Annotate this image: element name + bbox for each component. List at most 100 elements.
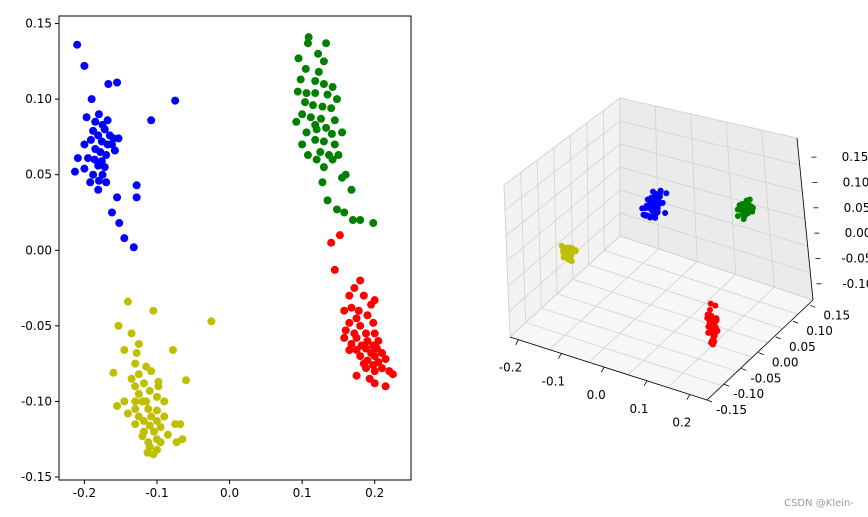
scatter-3d-point xyxy=(640,211,647,218)
x-tick-mark xyxy=(515,339,519,345)
scatter-point xyxy=(134,389,143,398)
scatter-point xyxy=(91,117,100,126)
x-tick-label: 0.2 xyxy=(672,416,691,430)
y-tick-label: 0.05 xyxy=(789,340,816,354)
scatter-3d-point xyxy=(708,319,715,326)
y-tick-label: 0.10 xyxy=(25,92,52,106)
scatter-point xyxy=(115,219,124,228)
scatter-point xyxy=(352,333,361,342)
scatter-point xyxy=(347,185,356,194)
scatter-point xyxy=(145,421,154,430)
scatter-point xyxy=(330,140,339,149)
scatter-3d-point xyxy=(648,194,655,201)
scatter-3d-point xyxy=(663,190,670,197)
scatter-point xyxy=(296,75,305,84)
scatter-point xyxy=(89,170,98,179)
scatter-point xyxy=(90,155,99,164)
scatter-3d-point xyxy=(707,300,714,307)
y-tick-label: -0.05 xyxy=(750,371,781,385)
scatter-point xyxy=(132,193,141,202)
y-tick-mark xyxy=(792,320,799,324)
scatter-point xyxy=(301,98,310,107)
scatter-3d-point xyxy=(639,205,646,212)
scatter-point xyxy=(323,196,332,205)
scatter-3d-point xyxy=(708,338,715,345)
scatter-point xyxy=(306,113,315,122)
scatter-3d-point xyxy=(734,213,741,220)
scatter-point xyxy=(350,284,359,293)
scatter-point xyxy=(341,326,350,335)
scatter-point xyxy=(207,317,216,326)
scatter-3d-point xyxy=(652,190,659,197)
scatter-point xyxy=(127,374,136,383)
scatter-point xyxy=(303,39,312,48)
scatter-point xyxy=(150,427,159,436)
scatter-point xyxy=(362,364,371,373)
y-tick-mark xyxy=(724,383,730,387)
x-tick-label: -0.1 xyxy=(145,486,168,500)
scatter-point xyxy=(363,336,372,345)
scatter-point xyxy=(145,386,154,395)
scatter-point xyxy=(340,208,349,217)
y-tick-label: 0.10 xyxy=(806,324,833,338)
scatter-point xyxy=(317,114,326,123)
scatter-point xyxy=(316,148,325,157)
scatter-3d-point xyxy=(643,202,650,209)
y-tick-label: 0.00 xyxy=(772,356,799,370)
y-tick-label: -0.15 xyxy=(716,403,747,417)
plot-frame xyxy=(58,15,412,481)
scatter-point xyxy=(377,364,386,373)
x-axis-line xyxy=(509,336,708,401)
scatter-point xyxy=(338,128,347,137)
scatter-point xyxy=(319,137,328,146)
scatter-3d-point xyxy=(707,327,714,334)
scatter-point xyxy=(73,154,82,163)
scatter-point xyxy=(298,110,307,119)
scatter-3d-point xyxy=(657,187,664,194)
grid-line xyxy=(505,143,803,236)
scatter-point xyxy=(352,314,361,323)
scatter-point xyxy=(312,155,321,164)
grid-line xyxy=(503,97,798,186)
scatter-point xyxy=(347,339,356,348)
scatter-point xyxy=(94,176,103,185)
scatter-point xyxy=(114,321,123,330)
scatter-point xyxy=(381,382,390,391)
scatter-3d-point xyxy=(712,302,719,309)
scatter-point xyxy=(370,379,379,388)
scatter-2d-axes: -0.2 -0.1 0.0 0.1 0.2 0.15 0.10 0.05 0.00 -0.05 -0… xyxy=(21,15,412,500)
scatter-point xyxy=(293,87,302,96)
scatter-point xyxy=(334,151,343,160)
x-tick-label: -0.1 xyxy=(542,374,565,388)
scatter-point xyxy=(82,113,91,122)
scatter-point xyxy=(330,265,339,274)
scatter-point xyxy=(131,420,140,429)
y-tick-label: 0.15 xyxy=(25,17,52,31)
grid-line xyxy=(508,212,811,312)
scatter-point xyxy=(314,67,323,76)
scatter-3d-point xyxy=(566,257,573,264)
scatter-point xyxy=(154,382,163,391)
scatter-point xyxy=(80,140,89,149)
scatter-point xyxy=(363,311,372,320)
y-tick-mark xyxy=(775,336,781,340)
scatter-point xyxy=(327,129,336,138)
scatter-point xyxy=(156,423,165,432)
scatter-point xyxy=(359,291,368,300)
y-tick-label: -0.05 xyxy=(21,319,52,333)
scatter-point xyxy=(84,154,93,163)
scatter-point xyxy=(134,370,143,379)
scatter-point xyxy=(319,163,328,172)
scatter-point xyxy=(160,412,169,421)
z-tick-label: 0.05 xyxy=(844,201,868,215)
scatter-point xyxy=(127,329,136,338)
scatter-point xyxy=(388,370,397,379)
scatter-point xyxy=(311,89,320,98)
scatter-3d-point xyxy=(567,247,574,254)
x-tick-mark xyxy=(686,394,691,400)
scatter-point xyxy=(73,40,82,49)
scatter-3d-point xyxy=(741,207,748,214)
grid-line xyxy=(504,120,800,211)
scatter-3d-point xyxy=(740,216,747,223)
scatter-point xyxy=(347,303,356,312)
